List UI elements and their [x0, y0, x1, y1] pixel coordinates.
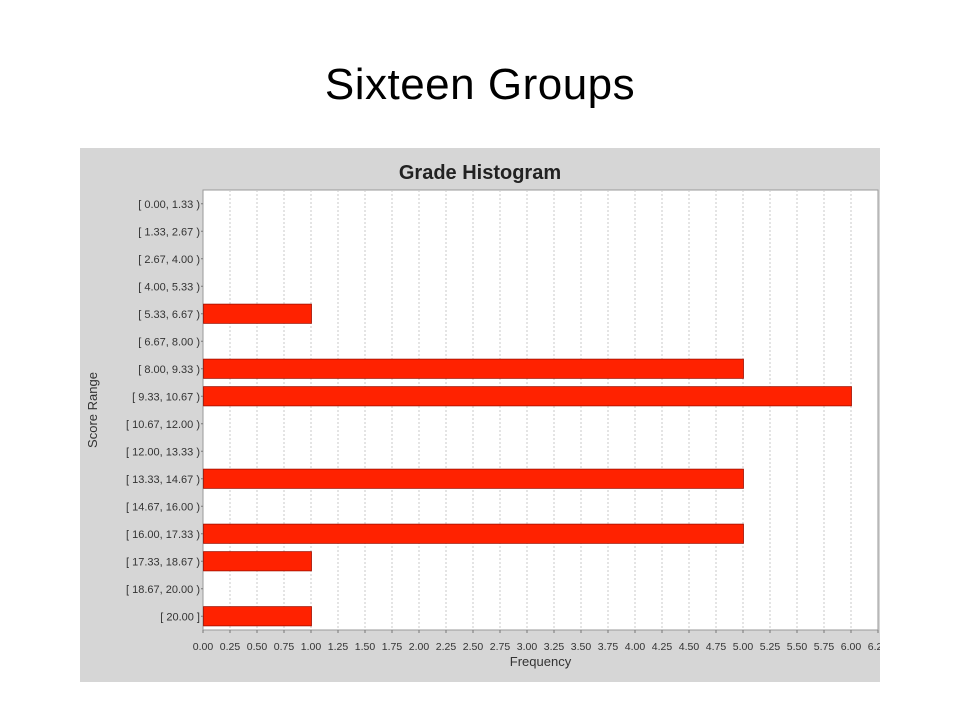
category-label: [ 5.33, 6.67 ): [138, 309, 200, 321]
x-tick-label: 6.25: [868, 641, 880, 653]
x-tick-label: 0.75: [274, 641, 295, 653]
histogram-bar: [203, 468, 744, 489]
x-tick-label: 2.00: [409, 641, 430, 653]
x-tick-label: 3.50: [571, 641, 592, 653]
slide-title: Sixteen Groups: [324, 60, 636, 109]
x-tick-label: 3.00: [517, 641, 538, 653]
y-axis-label: Score Range: [85, 372, 100, 448]
histogram-bar: [203, 358, 744, 379]
x-tick-label: 4.50: [679, 641, 700, 653]
chart-title: Grade Histogram: [399, 162, 561, 184]
histogram-bar: [203, 303, 312, 324]
x-tick-label: 0.25: [220, 641, 241, 653]
x-axis-label: Frequency: [510, 654, 572, 669]
plot-area: [202, 189, 879, 631]
x-tick-label: 1.00: [301, 641, 322, 653]
x-tick-label: 2.50: [463, 641, 484, 653]
x-tick-label: 3.75: [598, 641, 619, 653]
x-tick-label: 1.25: [328, 641, 349, 653]
x-tick-label: 5.50: [787, 641, 808, 653]
category-label: [ 4.00, 5.33 ): [138, 281, 200, 293]
x-tick-label: 4.25: [652, 641, 673, 653]
histogram-bar: [203, 386, 852, 407]
category-label: [ 20.00 ]: [160, 611, 200, 623]
category-label: [ 9.33, 10.67 ): [132, 391, 200, 403]
category-label: [ 17.33, 18.67 ): [126, 556, 200, 568]
x-tick-label: 4.75: [706, 641, 727, 653]
x-tick-label: 0.50: [247, 641, 268, 653]
x-tick-label: 1.75: [382, 641, 403, 653]
category-label: [ 13.33, 14.67 ): [126, 474, 200, 486]
category-label: [ 2.67, 4.00 ): [138, 254, 200, 266]
x-tick-label: 6.00: [841, 641, 862, 653]
category-label: [ 16.00, 17.33 ): [126, 529, 200, 541]
x-tick-label: 0.00: [193, 641, 214, 653]
category-label: [ 0.00, 1.33 ): [138, 199, 200, 211]
category-label: [ 12.00, 13.33 ): [126, 446, 200, 458]
x-tick-label: 5.00: [733, 641, 754, 653]
histogram-bar: [203, 606, 312, 627]
chart-panel: Grade Histogram [ 0.00, 1.33 ) [ 1.33, 2.6…: [80, 148, 880, 682]
x-tick-label: 1.50: [355, 641, 376, 653]
x-tick-label: 3.25: [544, 641, 565, 653]
x-tick-label: 2.75: [490, 641, 511, 653]
histogram-bar: [203, 551, 312, 572]
category-label: [ 8.00, 9.33 ): [138, 364, 200, 376]
grade-histogram-chart: Grade Histogram [ 0.00, 1.33 ) [ 1.33, 2.6…: [85, 162, 880, 669]
category-label: [ 14.67, 16.00 ): [126, 501, 200, 513]
category-label: [ 18.67, 20.00 ): [126, 584, 200, 596]
category-label: [ 10.67, 12.00 ): [126, 419, 200, 431]
x-tick-label: 4.00: [625, 641, 646, 653]
histogram-bar: [203, 523, 744, 544]
category-label: [ 1.33, 2.67 ): [138, 226, 200, 238]
category-label: [ 6.67, 8.00 ): [138, 336, 200, 348]
x-tick-label: 5.75: [814, 641, 835, 653]
x-tick-label: 2.25: [436, 641, 457, 653]
x-tick-label: 5.25: [760, 641, 781, 653]
